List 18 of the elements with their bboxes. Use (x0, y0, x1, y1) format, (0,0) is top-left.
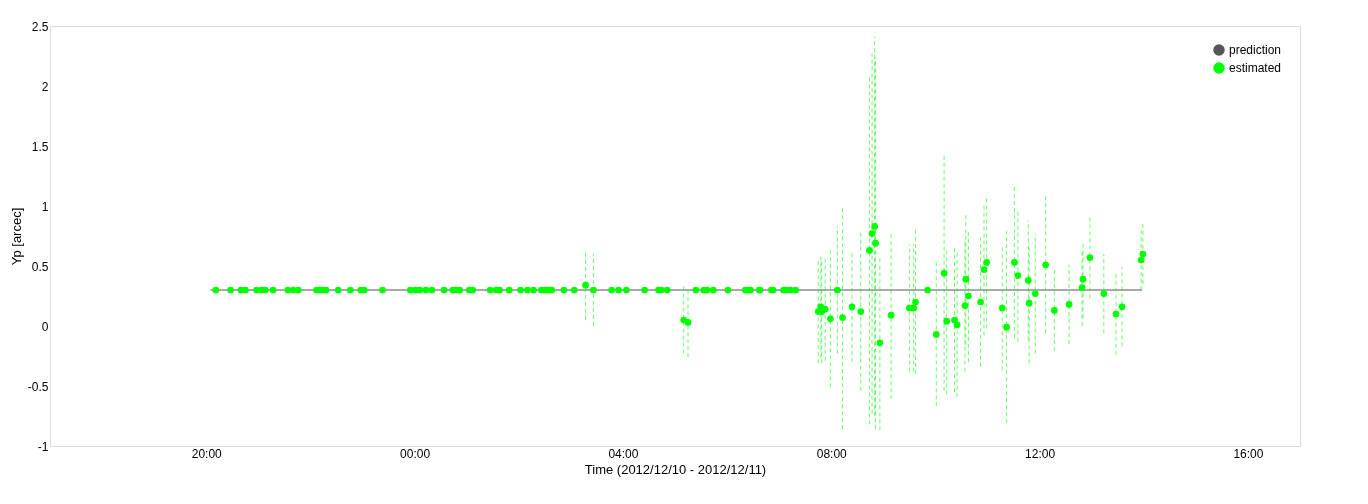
y-tick-label: 0.5 (31, 259, 49, 274)
y-tick-label: 2.5 (31, 19, 49, 34)
y-tick-label: 2 (41, 79, 49, 94)
x-tick-label: 00:00 (400, 446, 431, 461)
x-tick-label: 08:00 (816, 446, 848, 461)
y-tick-label: 0 (41, 319, 49, 334)
y-tick-label: -1 (37, 439, 49, 454)
y-tick-label: -0.5 (27, 379, 49, 394)
x-tick-label: 20:00 (191, 446, 223, 461)
y-tick-label: 1.5 (31, 139, 49, 154)
x-tick-label: 16:00 (1233, 446, 1264, 461)
legend-label: prediction (1229, 43, 1282, 57)
x-tick-label: 04:00 (608, 446, 639, 461)
x-axis-title: Time (2012/12/10 - 2012/12/11) (584, 461, 767, 477)
y-tick-label: 1 (41, 199, 49, 214)
legend-label: estimated (1229, 61, 1282, 75)
y-axis-title: Yp [arcec] (8, 207, 24, 266)
x-tick-label: 12:00 (1025, 446, 1056, 461)
